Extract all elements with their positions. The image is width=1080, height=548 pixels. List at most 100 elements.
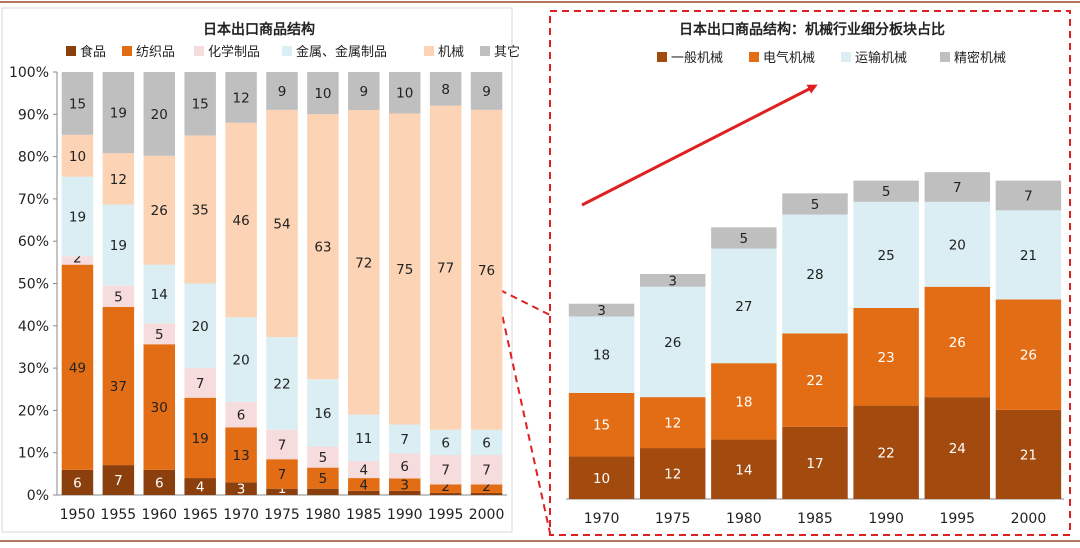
x-tick-label: 1965 <box>182 507 218 523</box>
data-label: 54 <box>273 217 290 233</box>
data-label: 12 <box>232 90 249 106</box>
legend-label: 纺织品 <box>136 45 175 60</box>
legend-swatch-metal <box>282 46 292 56</box>
data-label: 2 <box>482 479 491 495</box>
data-label: 5 <box>882 184 891 200</box>
connector-line-upper <box>499 289 551 316</box>
data-label: 11 <box>355 431 372 447</box>
bar-segment-general_machinery <box>782 426 848 499</box>
bar-segment-chemical <box>184 368 216 398</box>
x-tick-label: 1990 <box>868 511 904 527</box>
bar-segment-food <box>429 492 462 495</box>
bar-segment-machinery <box>470 109 503 430</box>
chart-marks: 0%10%20%30%40%50%60%70%80%90%100%6492191… <box>9 44 1064 527</box>
bar-segment-precision_machinery <box>853 180 919 202</box>
bar-segment-electrical_machinery <box>924 286 991 398</box>
legend-swatch-electrical_machinery <box>749 52 759 62</box>
data-label: 12 <box>110 172 127 188</box>
bar-segment-machinery <box>266 109 298 338</box>
data-label: 7 <box>114 473 123 489</box>
data-label: 10 <box>314 86 331 102</box>
y-tick-label: 60% <box>18 234 49 250</box>
data-label: 35 <box>192 202 209 218</box>
left-chart-title: 日本出口商品结构 <box>203 21 315 38</box>
bar-segment-machinery <box>429 105 462 430</box>
bar-segment-precision_machinery <box>995 180 1062 211</box>
legend-label: 一般机械 <box>671 50 723 66</box>
data-label: 20 <box>151 107 168 123</box>
data-label: 6 <box>237 408 246 424</box>
bar-segment-transport_machinery <box>995 210 1062 300</box>
data-label: 7 <box>953 180 962 196</box>
bar-segment-machinery <box>348 110 380 415</box>
legend-label: 其它 <box>494 44 520 60</box>
data-label: 14 <box>735 462 752 478</box>
bar-segment-machinery <box>225 122 257 318</box>
data-label: 7 <box>278 467 287 483</box>
data-label: 3 <box>237 482 246 498</box>
data-label: 17 <box>806 456 823 472</box>
right-chart-title: 日本出口商品结构：机械行业细分板块占比 <box>679 21 945 38</box>
data-label: 21 <box>1020 447 1037 463</box>
bar-segment-electrical_machinery <box>853 307 919 406</box>
data-label: 15 <box>69 96 86 112</box>
bar-segment-metal <box>307 379 339 447</box>
bar-segment-metal <box>470 429 503 456</box>
bar-segment-food <box>61 469 94 495</box>
legend-swatch-transport_machinery <box>841 52 851 62</box>
bar-segment-food <box>184 478 216 495</box>
legend-swatch-general_machinery <box>657 52 667 62</box>
bar-segment-food <box>266 488 298 495</box>
data-label: 5 <box>740 231 749 247</box>
y-tick-label: 100% <box>9 65 49 81</box>
bar-segment-other <box>388 72 421 114</box>
data-label: 7 <box>278 437 287 453</box>
bar-segment-food <box>388 490 421 495</box>
bar-segment-food <box>470 492 503 495</box>
data-label: 75 <box>396 262 413 278</box>
data-label: 15 <box>192 97 209 113</box>
bar-segment-electrical_machinery <box>995 299 1062 410</box>
x-tick-label: 1990 <box>387 507 423 523</box>
data-label: 20 <box>949 237 966 253</box>
data-label: 26 <box>949 335 966 351</box>
bar-segment-textile <box>184 397 216 479</box>
bar-segment-precision_machinery <box>711 227 777 249</box>
data-label: 28 <box>806 267 823 283</box>
data-label: 10 <box>69 149 86 165</box>
data-label: 19 <box>110 106 127 122</box>
legend-swatch-precision_machinery <box>940 52 950 62</box>
data-label: 30 <box>151 400 168 416</box>
bar-segment-transport_machinery <box>711 248 777 364</box>
bar-segment-general_machinery <box>639 448 706 499</box>
bar-segment-chemical <box>102 285 135 307</box>
data-label: 24 <box>949 441 966 457</box>
legend-label: 化学制品 <box>208 44 260 60</box>
bar-segment-general_machinery <box>924 397 991 499</box>
data-label: 76 <box>478 263 495 279</box>
bar-segment-machinery <box>307 114 339 380</box>
data-label: 26 <box>151 203 168 219</box>
legend-swatch-machinery <box>424 46 434 56</box>
data-label: 77 <box>437 261 454 277</box>
data-label: 3 <box>400 478 409 494</box>
x-tick-label: 1950 <box>60 507 96 523</box>
trend-arrow-icon <box>581 84 818 207</box>
legend-swatch-textile <box>122 46 132 56</box>
x-tick-label: 1975 <box>655 511 691 527</box>
y-tick-label: 50% <box>18 277 49 293</box>
data-label: 20 <box>232 353 249 369</box>
bar-segment-general_machinery <box>568 456 635 499</box>
bar-segment-other <box>102 72 135 154</box>
data-label: 12 <box>664 416 681 432</box>
data-label: 15 <box>593 418 610 434</box>
legend-label: 金属、金属制品 <box>296 44 387 60</box>
data-label: 6 <box>482 435 491 451</box>
data-label: 9 <box>482 84 491 100</box>
data-label: 4 <box>360 463 369 479</box>
data-label: 5 <box>114 289 123 305</box>
data-label: 26 <box>664 335 681 351</box>
x-tick-label: 1980 <box>726 511 762 527</box>
bar-segment-metal <box>388 424 421 454</box>
